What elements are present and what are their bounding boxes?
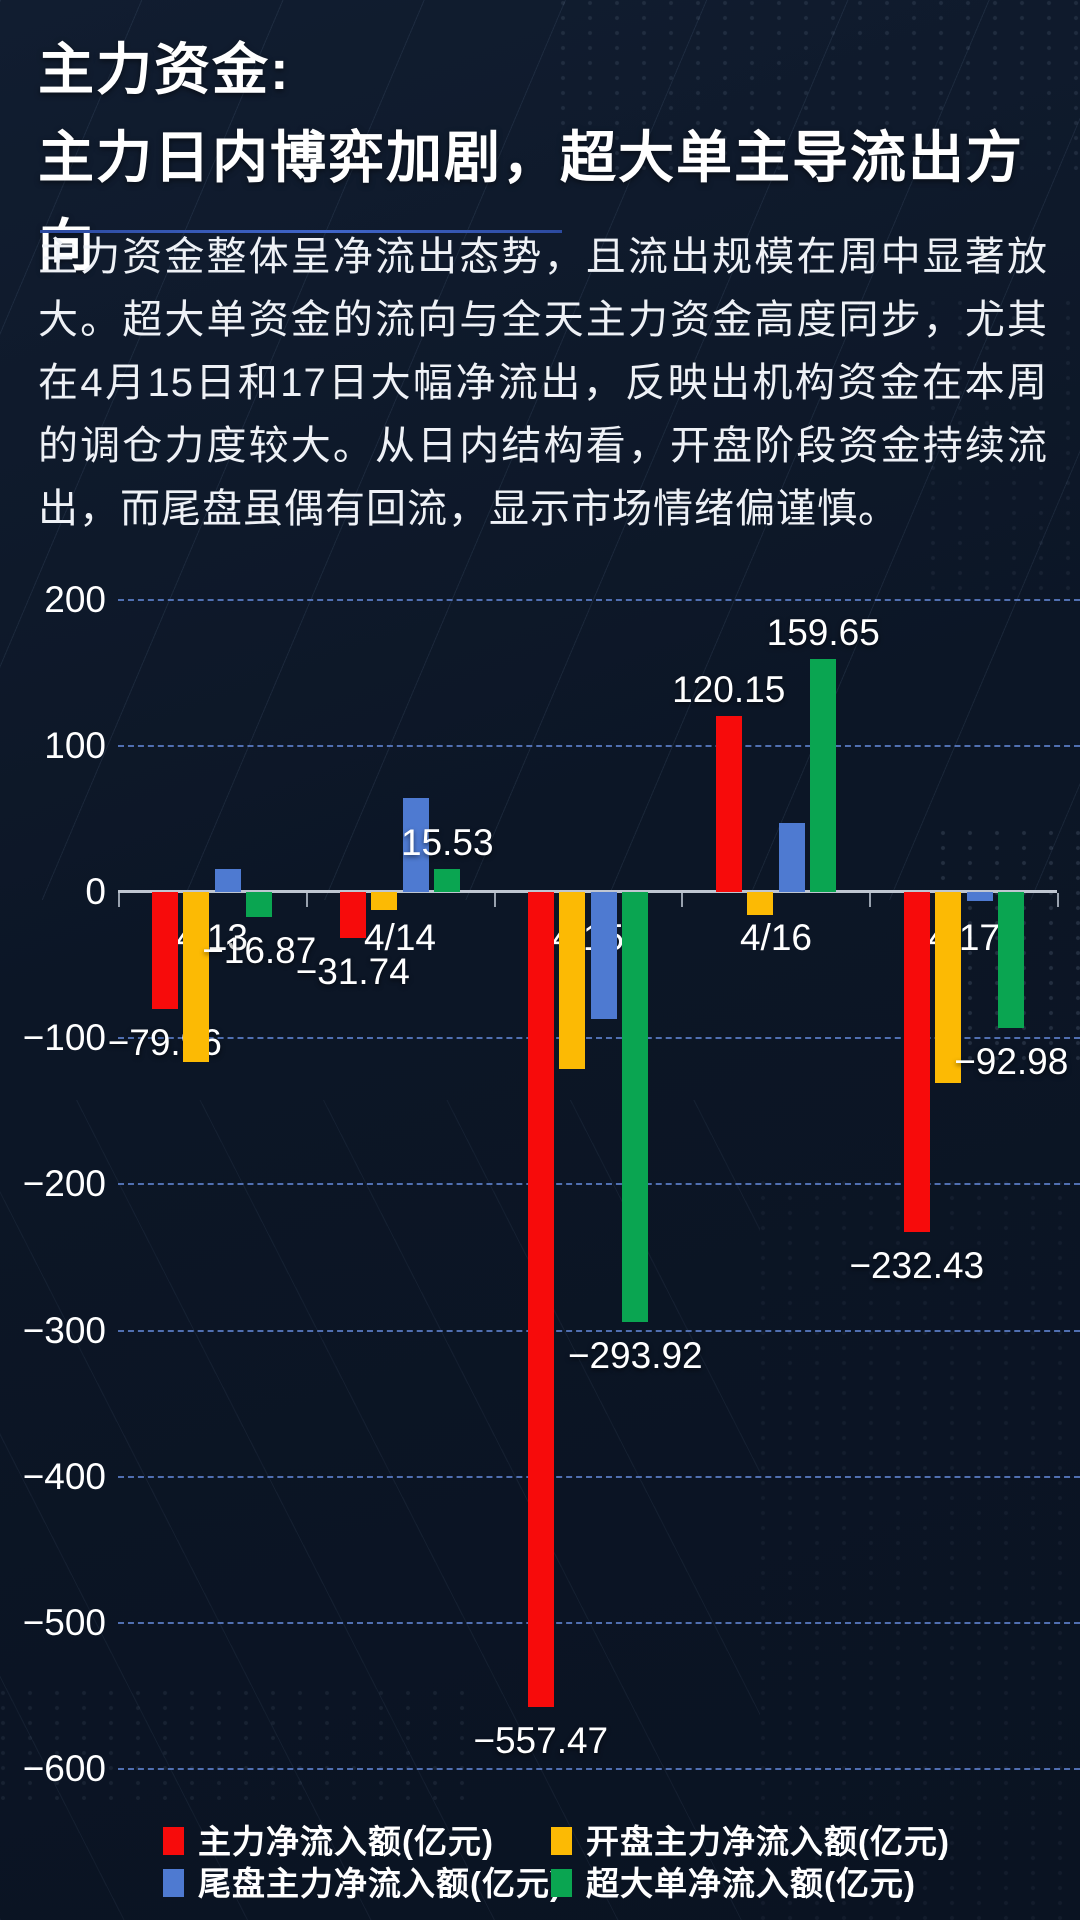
grid-line-200	[118, 598, 1080, 601]
legend-item-4: 超大单净流入额(亿元)	[551, 1864, 971, 1904]
bar-series3-4/14	[402, 798, 429, 892]
bg-dots-bottom-right	[760, 1180, 1080, 1920]
grid-line--200	[118, 1183, 1080, 1186]
legend-swatch-4	[551, 1869, 572, 1897]
data-label-series1-4/16: 120.15	[672, 669, 786, 711]
bar-series4-4/13	[246, 892, 273, 917]
data-label-series1-4/13: −79.96	[107, 1021, 222, 1063]
bar-series2-4/16	[747, 892, 774, 916]
bar-series3-4/13	[214, 869, 241, 892]
legend-label-4: 超大单净流入额(亿元)	[586, 1865, 916, 1902]
bar-series1-4/16	[715, 716, 742, 892]
bar-series4-4/16	[810, 658, 837, 892]
grid-line--100	[118, 1037, 1080, 1040]
bar-series2-4/15	[559, 892, 586, 1069]
bar-series2-4/17	[935, 892, 962, 1084]
data-label-series4-4/15: −293.92	[567, 1334, 703, 1376]
data-label-series4-4/14: 15.53	[400, 822, 494, 864]
legend-item-3: 尾盘主力净流入额(亿元)	[163, 1864, 583, 1904]
bar-series2-4/14	[371, 892, 398, 910]
x-axis-label-4/17: 4/17	[927, 917, 1000, 958]
legend-swatch-3	[163, 1869, 184, 1897]
x-axis-tick	[493, 893, 496, 907]
bar-series4-4/15	[622, 892, 649, 1322]
bar-series4-4/14	[434, 869, 461, 892]
y-axis-label: −500	[22, 1601, 106, 1643]
bar-series1-4/15	[527, 892, 554, 1707]
legend-swatch-1	[163, 1827, 184, 1855]
y-axis-label: 100	[44, 724, 106, 766]
grid-line--500	[118, 1621, 1080, 1624]
y-axis-label: −300	[22, 1309, 106, 1351]
bg-diagonal-lines-bottom	[0, 1100, 760, 1920]
bar-series1-4/13	[151, 892, 178, 1009]
bar-series2-4/13	[183, 892, 210, 1062]
x-axis-tick	[869, 893, 872, 907]
data-label-series4-4/13: −16.87	[202, 929, 317, 971]
legend-label-1: 主力净流入额(亿元)	[198, 1823, 494, 1860]
data-label-series4-4/17: −92.98	[954, 1040, 1069, 1082]
grid-line--400	[118, 1475, 1080, 1478]
x-axis-tick	[118, 893, 120, 907]
y-axis-label: −100	[22, 1017, 106, 1059]
y-axis-label: 200	[44, 578, 106, 620]
data-label-series4-4/16: 159.65	[766, 611, 880, 653]
legend-label-2: 开盘主力净流入额(亿元)	[586, 1823, 950, 1860]
y-axis-label: −600	[22, 1748, 106, 1790]
bar-series1-4/17	[903, 892, 930, 1232]
bar-series3-4/15	[590, 892, 617, 1020]
y-axis-label: −200	[22, 1163, 106, 1205]
y-axis-label: −400	[22, 1455, 106, 1497]
bar-series4-4/17	[998, 892, 1025, 1028]
data-label-series1-4/15: −557.47	[473, 1719, 609, 1761]
legend-item-2: 开盘主力净流入额(亿元)	[551, 1822, 971, 1862]
page-title: 主力资金: 主力日内博弈加剧，超大单主导流出方向	[38, 38, 1024, 277]
data-label-series1-4/14: −31.74	[295, 951, 410, 993]
legend-swatch-2	[551, 1827, 572, 1855]
x-axis-tick	[681, 893, 684, 907]
y-axis-label: 0	[85, 871, 106, 912]
x-axis-tick	[1057, 893, 1059, 907]
summary-paragraph: 主力资金整体呈净流出态势，且流出规模在周中显著放大。超大单资金的流向与全天主力资…	[38, 235, 1048, 531]
x-axis-label-4/13: 4/13	[175, 917, 248, 958]
x-axis-label-4/14: 4/14	[363, 917, 436, 958]
bg-dots-bottom-left	[0, 1690, 470, 1800]
x-axis-label-4/15: 4/15	[551, 917, 624, 958]
bg-dots-right-axis	[940, 830, 1080, 1070]
title-underline	[40, 230, 562, 233]
x-axis-label-4/16: 4/16	[739, 917, 812, 958]
bar-series3-4/16	[778, 823, 805, 892]
x-axis-line	[118, 890, 1057, 893]
grid-line--300	[118, 1329, 1080, 1332]
data-label-series1-4/17: −232.43	[849, 1244, 985, 1286]
bar-series1-4/14	[339, 892, 366, 939]
grid-line-100	[118, 744, 1080, 747]
legend-label-3: 尾盘主力净流入额(亿元)	[198, 1865, 562, 1902]
bar-series3-4/17	[966, 892, 993, 901]
legend-item-1: 主力净流入额(亿元)	[163, 1822, 583, 1862]
x-axis-tick	[305, 893, 308, 907]
grid-line--600	[118, 1768, 1080, 1771]
